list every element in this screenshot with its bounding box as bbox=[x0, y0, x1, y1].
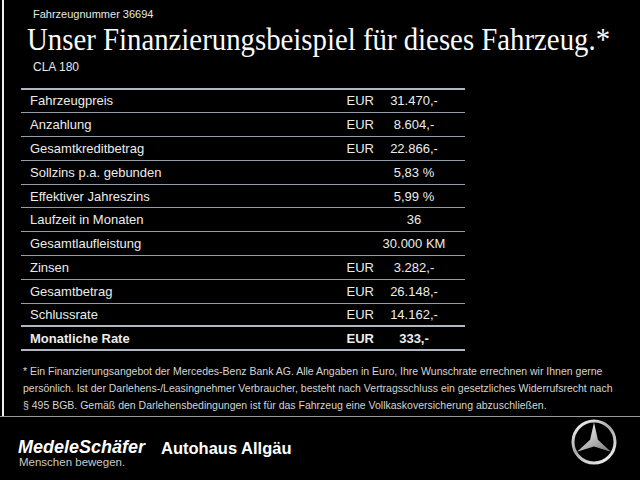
financing-table: FahrzeugpreisEUR31.470,-AnzahlungEUR8.60… bbox=[21, 88, 465, 352]
vehicle-number: Fahrzeugnummer 36694 bbox=[33, 8, 153, 20]
row-value: 31.470,- bbox=[374, 93, 454, 108]
row-label: Anzahlung bbox=[21, 117, 329, 132]
mercedes-star-icon bbox=[570, 418, 618, 466]
finance-offer-page: Fahrzeugnummer 36694 Unser Finanzierungs… bbox=[0, 0, 640, 480]
table-row: FahrzeugpreisEUR31.470,- bbox=[21, 90, 465, 114]
disclaimer-text: * Ein Finanzierungsangebot der Mercedes-… bbox=[23, 363, 612, 415]
disclaimer-line: § 495 BGB. Gemäß den Darlehensbedingunge… bbox=[23, 397, 612, 414]
row-value: 8.604,- bbox=[374, 117, 454, 132]
table-row: GesamtbetragEUR26.148,- bbox=[21, 280, 465, 304]
row-label: Fahrzeugpreis bbox=[21, 93, 329, 108]
row-currency: EUR bbox=[329, 307, 374, 322]
row-currency: EUR bbox=[329, 260, 374, 275]
table-row: Gesamtlaufleistung 30.000 KM bbox=[21, 232, 465, 256]
table-row: GesamtkreditbetragEUR22.866,- bbox=[21, 137, 465, 161]
left-edge-line bbox=[2, 0, 4, 417]
vehicle-model: CLA 180 bbox=[33, 60, 79, 74]
page-title: Unser Finanzierungsbeispiel für dieses F… bbox=[27, 23, 610, 55]
row-label: Gesamtlaufleistung bbox=[21, 236, 329, 251]
row-currency: EUR bbox=[329, 284, 374, 299]
row-label: Monatliche Rate bbox=[21, 331, 329, 346]
row-value: 26.148,- bbox=[374, 284, 454, 299]
dealer-name: Autohaus Allgäu bbox=[161, 439, 291, 458]
row-label: Zinsen bbox=[21, 260, 329, 275]
row-currency: EUR bbox=[329, 117, 374, 132]
row-value: 5,83 % bbox=[374, 165, 454, 180]
row-currency: EUR bbox=[329, 331, 374, 346]
row-value: 30.000 KM bbox=[374, 236, 454, 251]
row-value: 3.282,- bbox=[374, 260, 454, 275]
table-row: ZinsenEUR3.282,- bbox=[21, 256, 465, 280]
dealer-slogan: Menschen bewegen. bbox=[19, 456, 125, 468]
disclaimer-line: * Ein Finanzierungsangebot der Mercedes-… bbox=[23, 363, 612, 380]
row-value: 22.866,- bbox=[374, 141, 454, 156]
footer-divider bbox=[0, 416, 640, 417]
row-value: 36 bbox=[374, 212, 454, 227]
row-label: Schlussrate bbox=[21, 307, 329, 322]
row-label: Effektiver Jahreszins bbox=[21, 189, 329, 204]
dealer-logo: MedeleSchäfer bbox=[18, 437, 145, 458]
row-label: Gesamtkreditbetrag bbox=[21, 141, 329, 156]
row-label: Gesamtbetrag bbox=[21, 284, 329, 299]
table-row: Monatliche RateEUR333,- bbox=[21, 327, 465, 351]
row-currency: EUR bbox=[329, 141, 374, 156]
row-currency: EUR bbox=[329, 93, 374, 108]
table-row: Laufzeit in Monaten 36 bbox=[21, 208, 465, 232]
table-row: Effektiver Jahreszins 5,99 % bbox=[21, 185, 465, 209]
row-label: Sollzins p.a. gebunden bbox=[21, 165, 329, 180]
table-row: Sollzins p.a. gebunden 5,83 % bbox=[21, 161, 465, 185]
row-value: 333,- bbox=[374, 331, 454, 346]
row-label: Laufzeit in Monaten bbox=[21, 212, 329, 227]
table-row: AnzahlungEUR8.604,- bbox=[21, 113, 465, 137]
row-value: 5,99 % bbox=[374, 189, 454, 204]
row-value: 14.162,- bbox=[374, 307, 454, 322]
table-row: SchlussrateEUR14.162,- bbox=[21, 304, 465, 328]
disclaimer-line: persönlich. Ist der Darlehens-/Leasingne… bbox=[23, 380, 612, 397]
